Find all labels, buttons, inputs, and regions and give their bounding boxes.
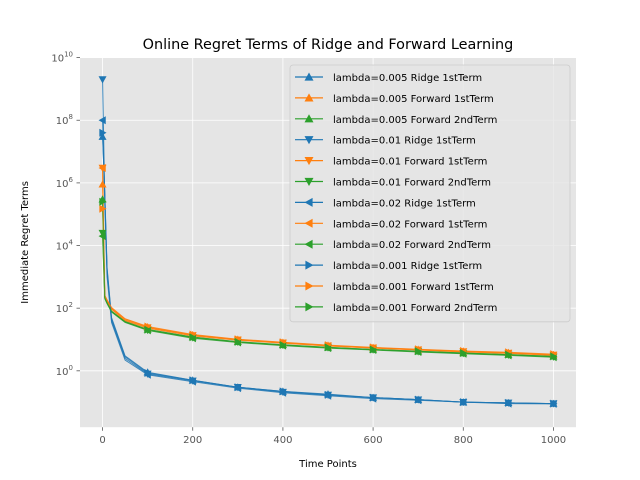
- y-tick-label: 108: [56, 113, 73, 127]
- data-point: [460, 398, 468, 407]
- y-tick-label: 100: [56, 364, 73, 378]
- data-point: [98, 76, 107, 84]
- data-point: [189, 333, 197, 342]
- data-point: [98, 116, 106, 125]
- data-point: [99, 128, 107, 137]
- data-point: [189, 376, 197, 385]
- series-markers: [98, 76, 558, 408]
- legend-label: lambda=0.01 Forward 1stTerm: [333, 157, 487, 168]
- x-tick-label: 200: [183, 435, 202, 446]
- data-point: [324, 343, 332, 352]
- y-axis-ticks: 100 102 104 106 108 1010: [51, 51, 80, 378]
- legend-label: lambda=0.02 Forward 2ndTerm: [333, 240, 491, 251]
- data-point: [279, 387, 287, 396]
- data-point: [144, 369, 152, 378]
- data-point: [505, 350, 513, 359]
- data-point: [550, 352, 558, 361]
- chart-title: Online Regret Terms of Ridge and Forward…: [143, 37, 514, 53]
- data-point: [279, 340, 287, 349]
- data-point: [98, 232, 106, 241]
- legend-label: lambda=0.001 Forward 2ndTerm: [333, 303, 497, 314]
- data-point: [324, 390, 332, 399]
- data-point: [98, 180, 107, 188]
- legend-label: lambda=0.01 Forward 2ndTerm: [333, 178, 491, 189]
- x-tick-label: 800: [454, 435, 473, 446]
- data-point: [369, 393, 378, 402]
- legend-marker: [304, 239, 313, 249]
- x-axis-ticks: 0 200 400 600 800 1000: [99, 427, 566, 446]
- data-point: [414, 347, 423, 356]
- data-point: [505, 398, 513, 407]
- y-tick-label: 106: [56, 176, 74, 190]
- data-point: [460, 349, 468, 358]
- x-tick-label: 1000: [541, 435, 566, 446]
- data-point: [99, 197, 107, 206]
- legend-label: lambda=0.02 Ridge 1stTerm: [333, 198, 476, 209]
- y-axis-label: Immediate Regret Terms: [20, 181, 31, 304]
- x-axis-label: Time Points: [298, 459, 357, 470]
- legend-marker: [304, 218, 313, 228]
- data-point: [414, 395, 423, 404]
- legend-label: lambda=0.001 Forward 1stTerm: [333, 282, 494, 293]
- legend-label: lambda=0.02 Forward 1stTerm: [333, 219, 487, 230]
- legend-label: lambda=0.005 Forward 1stTerm: [333, 94, 494, 105]
- data-point: [369, 345, 378, 354]
- data-point: [99, 204, 107, 213]
- legend-marker: [305, 260, 314, 270]
- data-point: [98, 229, 107, 238]
- legend-marker: [304, 72, 314, 81]
- data-point: [550, 399, 558, 408]
- legend-marker: [304, 114, 314, 123]
- y-tick-label: 104: [56, 239, 74, 253]
- x-tick-label: 400: [273, 435, 292, 446]
- data-point: [234, 383, 242, 392]
- x-tick-label: 600: [364, 435, 383, 446]
- legend-marker: [304, 136, 314, 145]
- legend-marker: [304, 177, 314, 186]
- data-point: [234, 337, 242, 346]
- legend: lambda=0.005 Ridge 1stTerm lambda=0.005 F…: [289, 64, 571, 323]
- y-tick-label: 102: [56, 301, 73, 315]
- y-tick-label: 1010: [51, 51, 73, 65]
- legend-label: lambda=0.001 Ridge 1stTerm: [333, 261, 482, 272]
- legend-marker: [304, 157, 314, 166]
- legend-box: [289, 64, 571, 323]
- data-point: [144, 325, 152, 334]
- legend-label: lambda=0.005 Ridge 1stTerm: [333, 73, 482, 84]
- legend-marker: [304, 93, 314, 102]
- x-tick-label: 0: [99, 435, 105, 446]
- data-point: [98, 163, 106, 172]
- data-point: [98, 132, 107, 140]
- legend-label: lambda=0.01 Ridge 1stTerm: [333, 136, 476, 147]
- legend-marker: [305, 302, 314, 312]
- legend-marker: [305, 281, 314, 291]
- legend-label: lambda=0.005 Forward 2ndTerm: [333, 115, 497, 126]
- legend-marker: [304, 197, 313, 207]
